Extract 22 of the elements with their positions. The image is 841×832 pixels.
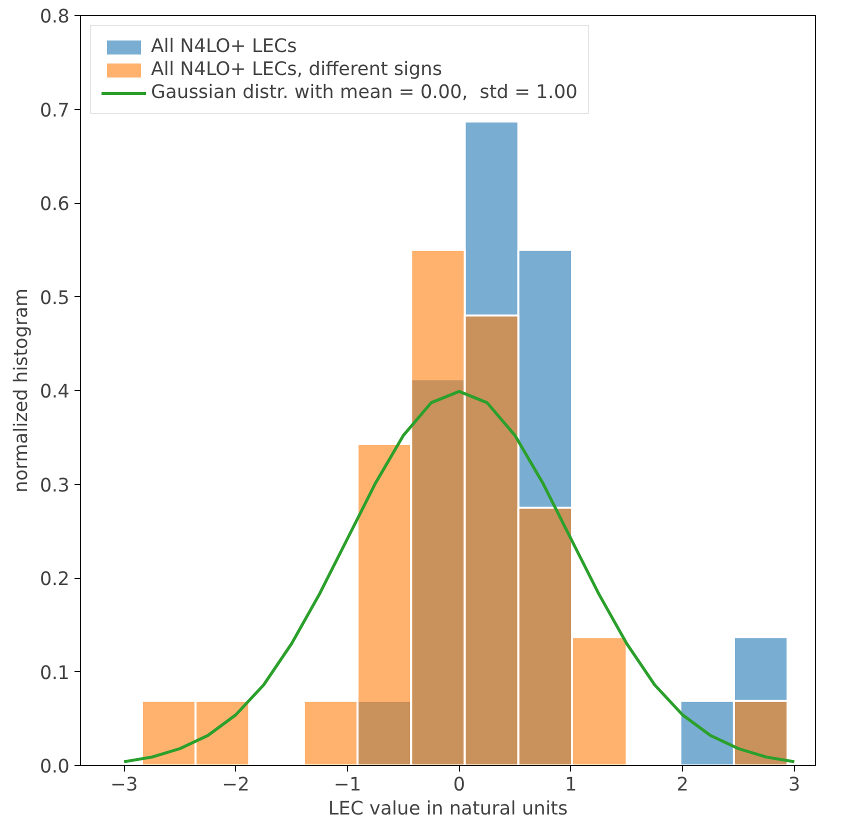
- x-tick-label: −2: [222, 774, 250, 796]
- x-tick-label: 3: [788, 774, 800, 796]
- x-tick-label: 1: [564, 774, 577, 796]
- x-axis-title: LEC value in natural units: [328, 798, 568, 820]
- y-tick-label: 0.1: [40, 662, 70, 684]
- y-tick-label: 0.5: [40, 288, 70, 309]
- x-tick-label: −3: [110, 774, 138, 796]
- y-tick-label: 0.3: [40, 475, 70, 496]
- y-axis-title: normalized histogram: [10, 288, 32, 493]
- x-tick-label: 0: [453, 774, 466, 796]
- legend-label: Gaussian distr. with mean = 0.00, std = 1.00: [151, 82, 578, 103]
- y-tick-label: 0.6: [40, 194, 70, 215]
- y-tick-label: 0.4: [40, 382, 70, 402]
- y-tick-label: 0.8: [40, 6, 70, 28]
- legend-label: All N4LO+ LECs, different signs: [151, 59, 442, 80]
- line-series: [122, 390, 796, 764]
- x-tick-label: −1: [334, 774, 362, 796]
- y-tick-label: 0.7: [40, 100, 70, 122]
- y-tick-label: 0.0: [40, 756, 70, 778]
- legend-label: All N4LO+ LECs: [151, 36, 297, 57]
- y-tick-label: 0.2: [40, 569, 70, 590]
- x-tick-label: 2: [676, 774, 689, 796]
